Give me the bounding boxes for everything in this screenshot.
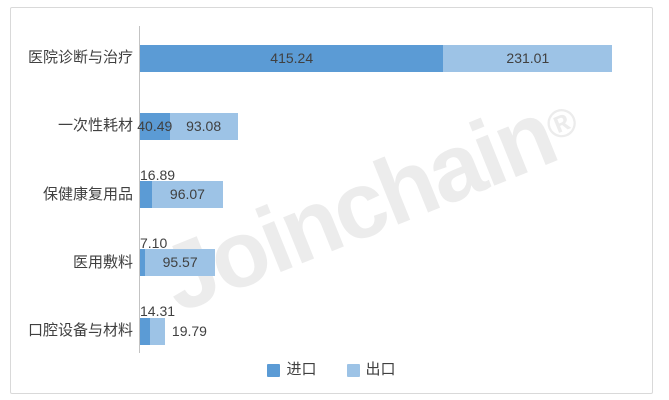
legend: 进口 出口: [11, 360, 652, 380]
value-label-import: 415.24: [270, 49, 314, 66]
bar-segment-import: [140, 112, 170, 140]
chart-card: Joinchain ® 医院诊断与治疗 415.24 231.01 一次性耗材 40.49…: [10, 7, 653, 394]
category-axis-line: [139, 26, 140, 353]
bar-segment-export: [145, 249, 216, 277]
value-label-import: 7.10: [140, 234, 168, 251]
legend-label-export: 出口: [365, 361, 396, 378]
bar-segment-export: [150, 317, 165, 345]
bar-segment-export: [169, 112, 238, 140]
legend-label-import: 进口: [286, 361, 317, 378]
bar-segment-export: [443, 44, 613, 72]
bar-segment-import: [140, 317, 151, 345]
legend-swatch-export: [346, 363, 360, 377]
category-label: 口腔设备与材料: [27, 322, 133, 339]
category-label: 保健康复用品: [42, 185, 133, 203]
category-label: 医院诊断与治疗: [27, 49, 133, 66]
value-label-export: 95.57: [162, 254, 198, 271]
bar-segment-import: [140, 44, 444, 72]
value-label-import: 40.49: [137, 117, 173, 134]
value-label-import: 16.89: [140, 166, 176, 183]
legend-swatch-import: [267, 363, 281, 377]
value-label-export: 93.08: [186, 117, 222, 134]
legend-item-import: 进口: [267, 360, 317, 380]
bar-segment-export: [152, 181, 223, 208]
value-label-export: 96.07: [169, 186, 205, 202]
bar-segment-import: [140, 249, 146, 277]
value-label-export: 19.79: [171, 322, 207, 339]
legend-item-export: 出口: [346, 360, 396, 380]
category-label: 医用敷料: [72, 253, 133, 271]
bar-segment-import: [140, 181, 153, 208]
value-label-import: 14.31: [140, 303, 176, 319]
plot-area: 医院诊断与治疗 415.24 231.01 一次性耗材 40.49 93.08 保健康复用品…: [11, 8, 652, 393]
value-label-export: 231.01: [506, 49, 550, 66]
category-label: 一次性耗材: [57, 117, 133, 135]
